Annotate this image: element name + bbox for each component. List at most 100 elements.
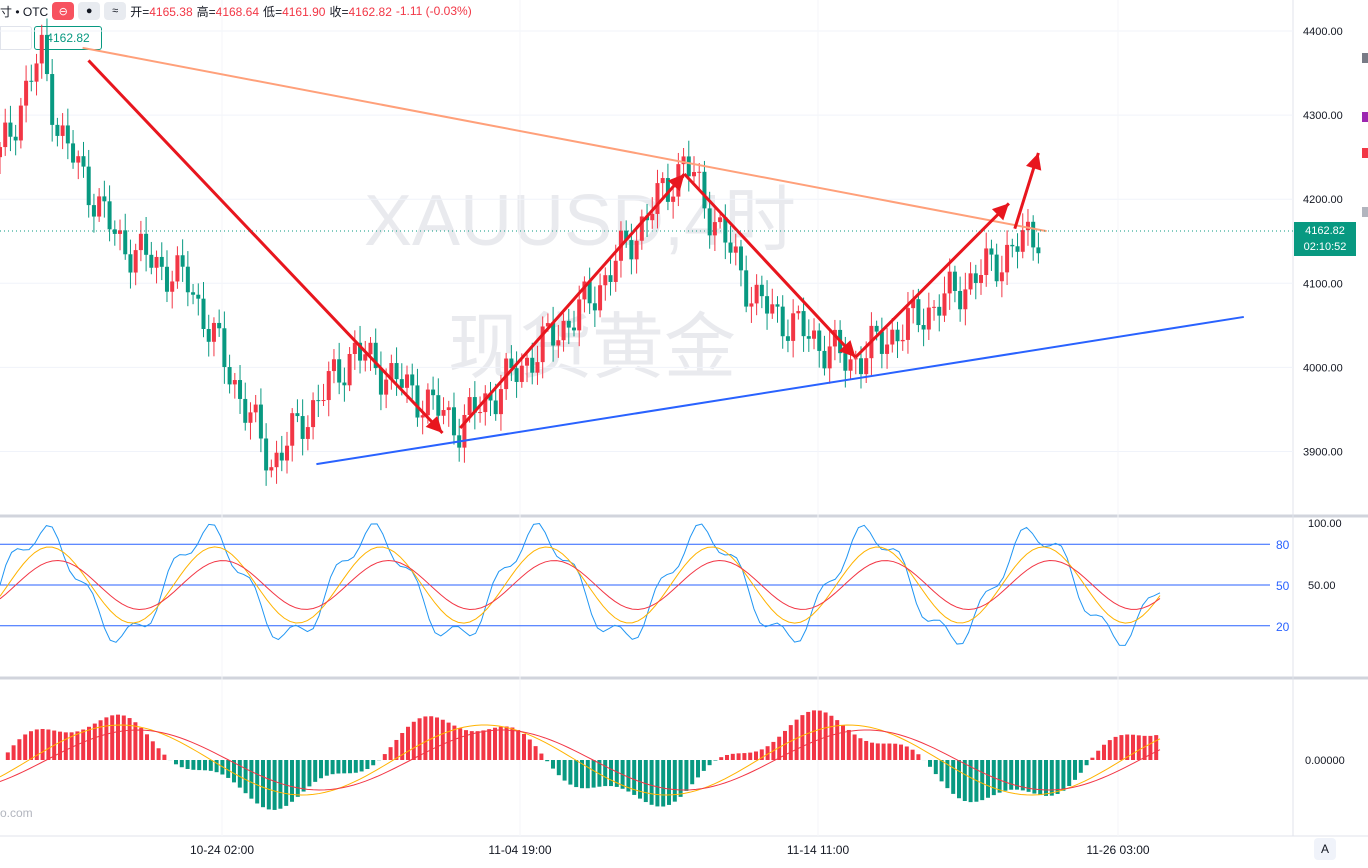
sell-chip[interactable]: ⊖ bbox=[52, 2, 75, 20]
candle-body bbox=[0, 147, 2, 158]
macd-bar bbox=[481, 730, 486, 760]
candle-body bbox=[514, 368, 519, 382]
macd-bar bbox=[197, 760, 202, 771]
side-marker-red[interactable] bbox=[1362, 148, 1368, 158]
x-tick-label: 11-14 11:00 bbox=[787, 843, 850, 857]
candle-body bbox=[65, 125, 70, 144]
macd-bar bbox=[1090, 757, 1095, 760]
candle-body bbox=[848, 359, 853, 371]
macd-bar bbox=[92, 723, 97, 760]
macd-bar bbox=[980, 760, 985, 801]
macd-bar bbox=[864, 740, 869, 760]
candle-body bbox=[321, 400, 326, 402]
candle-body bbox=[384, 379, 389, 395]
macd-bar bbox=[243, 760, 248, 794]
candle-body bbox=[8, 122, 13, 137]
ohlc-open: 开=4165.38 bbox=[130, 4, 193, 19]
macd-bar bbox=[968, 760, 973, 803]
candle-body bbox=[405, 374, 410, 388]
macd-bar bbox=[493, 727, 497, 760]
candle-body bbox=[812, 330, 817, 339]
kdj-j-line bbox=[0, 560, 1161, 610]
symbol-label[interactable]: 寸 • OTC bbox=[0, 4, 49, 19]
dot-icon[interactable]: ● bbox=[78, 2, 101, 20]
macd-bar bbox=[730, 753, 735, 760]
macd-bar bbox=[249, 760, 254, 799]
macd-bar bbox=[371, 760, 376, 766]
macd-bar bbox=[719, 757, 724, 760]
candle-body bbox=[681, 156, 686, 165]
macd-bar bbox=[986, 760, 990, 798]
macd-bar bbox=[1125, 734, 1130, 760]
candle-body bbox=[347, 353, 352, 386]
trendlines[interactable] bbox=[82, 46, 1244, 466]
side-marker-light[interactable] bbox=[1362, 207, 1368, 217]
macd-bar bbox=[661, 760, 666, 807]
macd-bar bbox=[127, 718, 132, 760]
candle-body bbox=[316, 400, 321, 402]
macd-bar bbox=[1119, 735, 1124, 760]
candle-body bbox=[624, 230, 629, 241]
candle-body bbox=[295, 413, 300, 417]
macd-bar bbox=[1044, 760, 1048, 796]
macd-bar bbox=[638, 760, 642, 799]
macd-bar bbox=[916, 754, 921, 760]
candle-body bbox=[222, 328, 227, 368]
candle-body bbox=[1005, 244, 1010, 273]
candle-body bbox=[733, 246, 738, 253]
macd-bar bbox=[533, 746, 538, 760]
candle-body bbox=[885, 344, 890, 354]
candle-body bbox=[211, 322, 216, 342]
macd-bar bbox=[203, 760, 207, 771]
macd-bar bbox=[469, 731, 474, 760]
candle-body bbox=[853, 358, 858, 360]
macd-bar bbox=[1136, 735, 1141, 760]
candle-body bbox=[890, 329, 895, 345]
macd-bar bbox=[1142, 735, 1147, 760]
macd-bar bbox=[643, 760, 648, 803]
candle-body bbox=[843, 353, 848, 371]
macd-bar bbox=[1055, 760, 1060, 794]
macd-bar bbox=[29, 731, 33, 760]
side-marker-gray[interactable] bbox=[1362, 53, 1368, 63]
wave-icon[interactable]: ≈ bbox=[104, 2, 127, 20]
macd-bar bbox=[121, 715, 126, 760]
macd-bar bbox=[388, 747, 393, 760]
macd-bar bbox=[382, 754, 387, 760]
auto-scale-button[interactable]: A bbox=[1314, 838, 1336, 860]
macd-bar bbox=[754, 751, 758, 760]
candle-body bbox=[352, 342, 357, 354]
candle-body bbox=[71, 143, 76, 163]
macd-indicator: 0.00000 bbox=[0, 710, 1345, 810]
macd-bar bbox=[104, 717, 109, 760]
candle-body bbox=[363, 354, 368, 361]
macd-bar bbox=[1020, 760, 1025, 791]
candle-body bbox=[232, 380, 237, 385]
macd-bar bbox=[765, 746, 770, 760]
arrows[interactable] bbox=[87, 59, 1042, 435]
price-axis[interactable]: 3900.00 4000.00 4100.00 4200.00 4300.00 4400.… bbox=[1303, 26, 1343, 459]
candle-body bbox=[1031, 221, 1036, 248]
candle-body bbox=[170, 281, 175, 292]
macd-bar bbox=[411, 721, 416, 760]
candle-body bbox=[451, 407, 456, 436]
candle-body bbox=[1020, 230, 1025, 252]
chart-header: 寸 • OTC ⊖ ● ≈ 开=4165.38 高=4168.64 低=4161… bbox=[0, 0, 472, 22]
candle-body bbox=[258, 404, 263, 439]
candle-body bbox=[196, 294, 201, 299]
macd-bar bbox=[1032, 760, 1037, 794]
time-axis[interactable]: 10-24 02:00 11-04 19:00 11-14 11:00 11-26 0… bbox=[190, 843, 1150, 857]
macd-bar bbox=[1154, 735, 1159, 760]
left-input-box[interactable] bbox=[0, 26, 32, 50]
macd-bar bbox=[829, 715, 834, 760]
candle-body bbox=[446, 407, 451, 411]
candle-body bbox=[29, 80, 34, 82]
kdj-k-line bbox=[0, 523, 1161, 646]
candle-body bbox=[582, 281, 587, 300]
candle-body bbox=[253, 404, 258, 413]
macd-bar bbox=[429, 716, 434, 760]
macd-bar bbox=[87, 726, 91, 760]
macd-bar bbox=[313, 760, 318, 782]
side-marker-purple[interactable] bbox=[1362, 112, 1368, 122]
